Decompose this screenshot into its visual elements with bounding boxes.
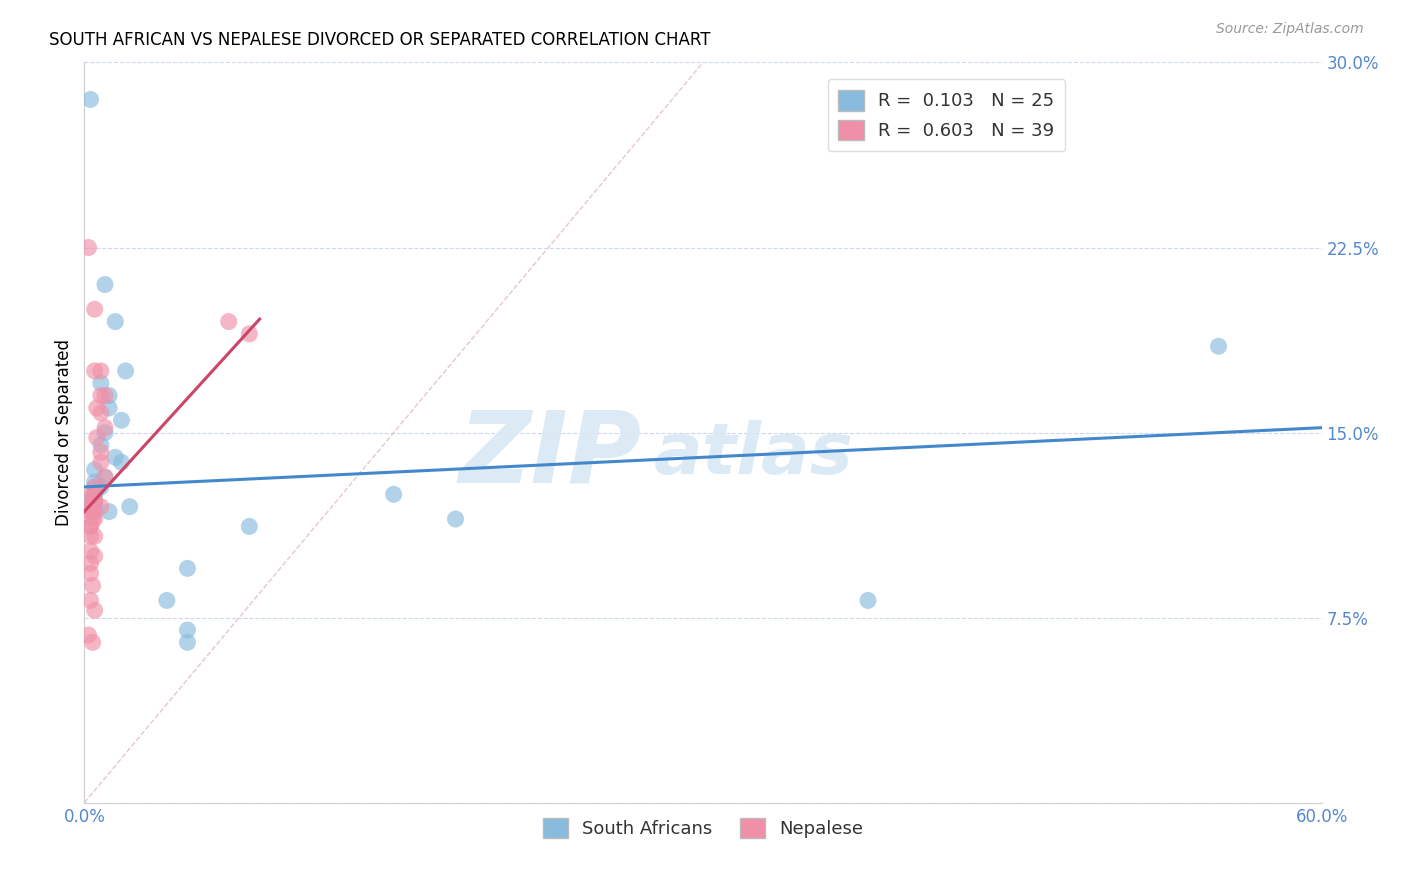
Point xyxy=(856,593,879,607)
Point xyxy=(94,470,117,484)
Point xyxy=(94,470,117,484)
Point xyxy=(238,326,260,341)
Point xyxy=(104,450,127,465)
Point xyxy=(82,494,104,508)
Point xyxy=(90,500,112,514)
Point xyxy=(90,455,112,469)
Point xyxy=(83,487,105,501)
Point xyxy=(79,500,101,514)
Point xyxy=(176,561,198,575)
Point xyxy=(82,487,104,501)
Point xyxy=(110,455,132,469)
Point xyxy=(98,401,121,415)
Point xyxy=(90,480,112,494)
Point xyxy=(90,438,112,452)
Point xyxy=(83,475,105,489)
Point xyxy=(176,635,198,649)
Point xyxy=(79,593,101,607)
Point xyxy=(83,529,105,543)
Point xyxy=(83,494,105,508)
Legend: South Africans, Nepalese: South Africans, Nepalese xyxy=(536,810,870,846)
Point xyxy=(79,505,101,519)
Point xyxy=(79,566,101,581)
Point xyxy=(77,628,100,642)
Text: SOUTH AFRICAN VS NEPALESE DIVORCED OR SEPARATED CORRELATION CHART: SOUTH AFRICAN VS NEPALESE DIVORCED OR SE… xyxy=(49,31,710,49)
Point xyxy=(98,505,121,519)
Point xyxy=(118,500,141,514)
Point xyxy=(82,505,104,519)
Point xyxy=(82,579,104,593)
Point xyxy=(79,557,101,571)
Point xyxy=(83,487,105,501)
Point xyxy=(94,425,117,440)
Point xyxy=(79,544,101,558)
Point xyxy=(1208,339,1230,353)
Point xyxy=(90,364,112,378)
Point xyxy=(218,314,240,328)
Point xyxy=(176,623,198,637)
Point xyxy=(79,92,101,106)
Point xyxy=(110,413,132,427)
Point xyxy=(79,519,101,533)
Point xyxy=(83,512,105,526)
Point xyxy=(79,494,101,508)
Point xyxy=(83,302,105,317)
Y-axis label: Divorced or Separated: Divorced or Separated xyxy=(55,339,73,526)
Point xyxy=(79,529,101,543)
Point xyxy=(83,549,105,563)
Point xyxy=(238,519,260,533)
Point xyxy=(156,593,179,607)
Point xyxy=(90,406,112,420)
Point xyxy=(83,500,105,514)
Point xyxy=(83,603,105,617)
Text: atlas: atlas xyxy=(654,420,853,490)
Point xyxy=(82,635,104,649)
Point xyxy=(82,487,104,501)
Point xyxy=(104,314,127,328)
Point xyxy=(83,494,105,508)
Point xyxy=(114,364,136,378)
Point xyxy=(90,388,112,402)
Point xyxy=(94,420,117,434)
Point xyxy=(94,277,117,292)
Text: ZIP: ZIP xyxy=(458,407,641,503)
Point xyxy=(86,401,108,415)
Point xyxy=(444,512,467,526)
Point xyxy=(90,445,112,459)
Point xyxy=(82,512,104,526)
Point xyxy=(98,388,121,402)
Text: Source: ZipAtlas.com: Source: ZipAtlas.com xyxy=(1216,22,1364,37)
Point xyxy=(77,240,100,255)
Point xyxy=(83,480,105,494)
Point xyxy=(83,505,105,519)
Point xyxy=(83,462,105,476)
Point xyxy=(83,480,105,494)
Point xyxy=(86,431,108,445)
Point xyxy=(94,388,117,402)
Point xyxy=(83,364,105,378)
Point xyxy=(90,376,112,391)
Point xyxy=(382,487,405,501)
Point xyxy=(79,519,101,533)
